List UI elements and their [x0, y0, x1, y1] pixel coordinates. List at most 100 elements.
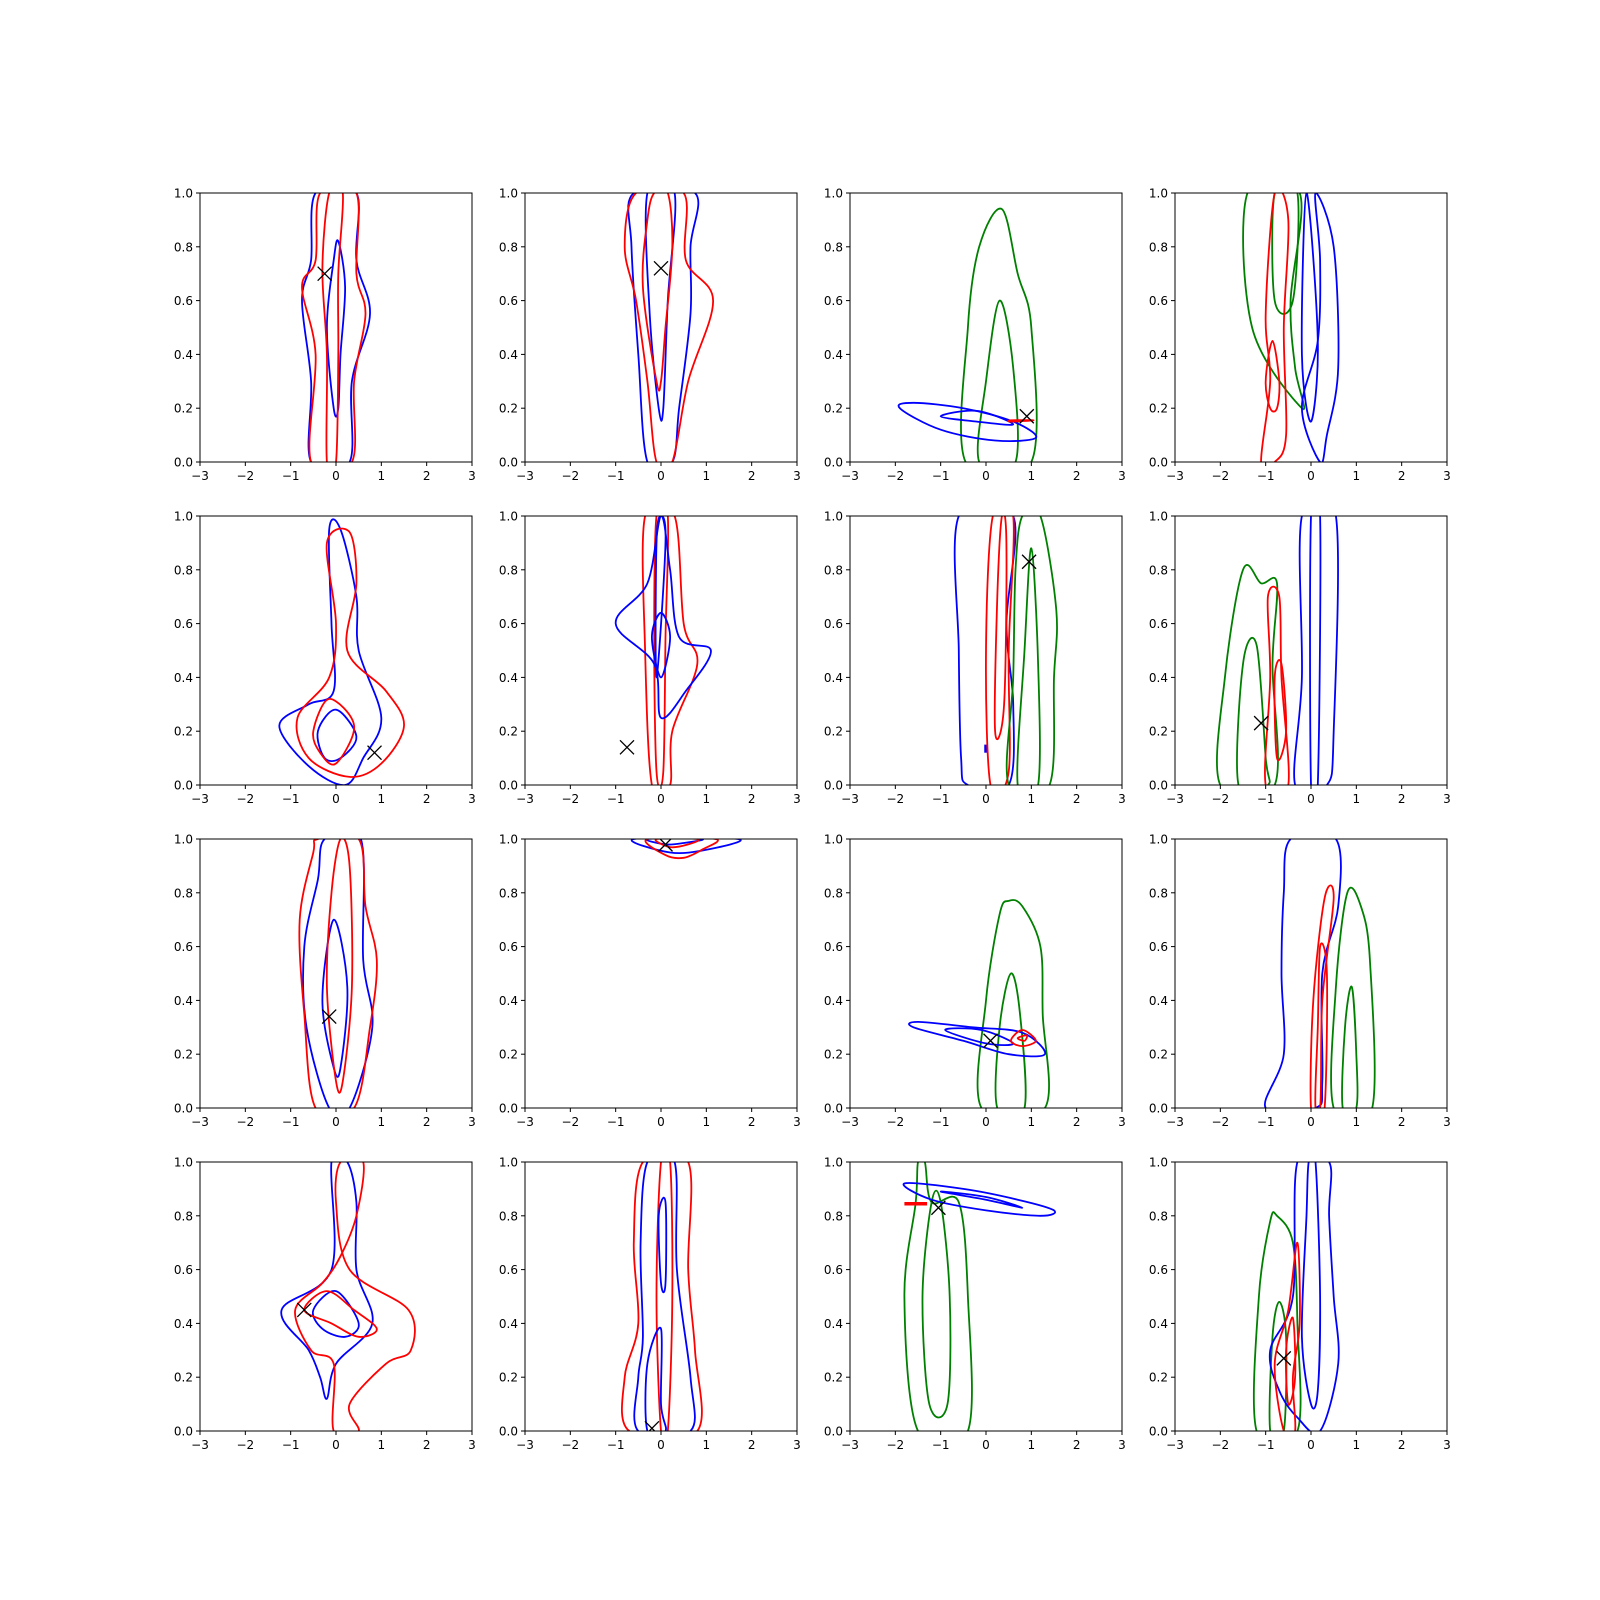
x-marker	[644, 1420, 660, 1431]
y-tick-label: 0.2	[1149, 1371, 1168, 1385]
subplot-4-2: −3 −2 −1 0 1 2 3 0.0 0.2 0.4 0.6 0.8 1.0	[499, 1156, 801, 1453]
x-tick-label: 2	[1398, 792, 1406, 806]
y-tick-label: 0.8	[824, 240, 843, 254]
y-tick-label: 0.4	[1149, 994, 1168, 1008]
x-tick-label: 0	[657, 792, 665, 806]
blue-contour	[1300, 193, 1319, 423]
x-tick-label: −3	[841, 792, 859, 806]
red-contour	[295, 527, 405, 778]
x-tick-label: 0	[657, 469, 665, 483]
y-tick-label: 0.6	[174, 294, 193, 308]
x-tick-label: −3	[1166, 469, 1184, 483]
x-tick-label: −2	[236, 1115, 254, 1129]
y-tick-label: 0.8	[499, 563, 518, 577]
plot-area	[1263, 839, 1376, 1108]
blue-contour	[1300, 193, 1340, 462]
x-tick-label: 2	[1073, 792, 1081, 806]
y-tick-label: 0.0	[824, 1425, 843, 1439]
x-tick-label: 2	[1398, 1115, 1406, 1129]
x-tick-label: 0	[1307, 1438, 1315, 1452]
red-contour	[1273, 659, 1288, 762]
x-tick-label: 0	[332, 1115, 340, 1129]
y-tick-label: 0.2	[1149, 1048, 1168, 1062]
y-tick-label: 1.0	[824, 510, 843, 524]
y-tick-label: 0.8	[1149, 240, 1168, 254]
y-tick-label: 1.0	[1149, 187, 1168, 201]
y-tick-label: 1.0	[174, 833, 193, 847]
green-contour	[1252, 1211, 1302, 1431]
y-tick-label: 0.4	[499, 1317, 518, 1331]
blue-contour	[280, 1162, 374, 1400]
axes-frame	[199, 838, 473, 1109]
x-tick-label: −1	[607, 469, 625, 483]
x-tick-label: 3	[793, 792, 801, 806]
blue-contour	[1300, 1162, 1322, 1410]
y-tick-label: 0.2	[824, 1048, 843, 1062]
y-tick-label: 0.2	[174, 1371, 193, 1385]
y-tick-label: 1.0	[1149, 833, 1168, 847]
y-tick-label: 0.4	[1149, 348, 1168, 362]
x-marker	[1021, 554, 1037, 570]
x-tick-label: 3	[1443, 792, 1451, 806]
y-tick-label: 0.0	[1149, 1425, 1168, 1439]
plot-area	[298, 839, 378, 1108]
y-tick-label: 0.6	[824, 617, 843, 631]
plot-area	[897, 207, 1038, 462]
x-tick-label: 1	[703, 469, 711, 483]
x-tick-label: 3	[793, 469, 801, 483]
x-tick-label: −1	[1257, 1115, 1275, 1129]
y-tick-label: 0.6	[1149, 1263, 1168, 1277]
x-tick-label: 0	[332, 792, 340, 806]
x-tick-label: −3	[841, 1115, 859, 1129]
blue-contour	[908, 1021, 1046, 1058]
subplot-3-2: −3 −2 −1 0 1 2 3 0.0 0.2 0.4 0.6 0.8 1.0	[499, 833, 801, 1130]
subplot-1-3: −3 −2 −1 0 1 2 3 0.0 0.2 0.4 0.6 0.8 1.0	[824, 187, 1126, 484]
y-tick-label: 0.4	[174, 994, 193, 1008]
y-tick-label: 0.0	[499, 456, 518, 470]
y-tick-label: 1.0	[824, 187, 843, 201]
x-tick-label: 3	[1443, 1438, 1451, 1452]
plot-area	[301, 193, 371, 462]
x-tick-label: 3	[793, 1438, 801, 1452]
y-tick-label: 0.2	[174, 725, 193, 739]
x-tick-label: −1	[932, 792, 950, 806]
y-tick-label: 0.6	[174, 940, 193, 954]
y-tick-label: 0.6	[499, 940, 518, 954]
x-tick-label: −3	[516, 1438, 534, 1452]
x-tick-label: 1	[1028, 1115, 1036, 1129]
x-tick-label: 0	[982, 1115, 990, 1129]
y-tick-label: 0.4	[499, 348, 518, 362]
x-tick-label: 3	[468, 792, 476, 806]
x-tick-label: −2	[561, 1115, 579, 1129]
plot-area	[278, 518, 405, 785]
plot-area	[1242, 193, 1340, 462]
x-tick-label: 0	[1307, 469, 1315, 483]
blue-contour	[1293, 516, 1339, 785]
y-tick-label: 0.8	[174, 240, 193, 254]
x-tick-label: −1	[282, 1438, 300, 1452]
x-tick-label: −1	[282, 792, 300, 806]
blue-contour	[614, 516, 712, 720]
y-tick-label: 0.0	[174, 1102, 193, 1116]
x-tick-label: 2	[1398, 1438, 1406, 1452]
green-contour	[1268, 1301, 1288, 1431]
y-tick-label: 0.2	[824, 725, 843, 739]
blue-contour	[939, 409, 1015, 426]
y-tick-label: 1.0	[1149, 510, 1168, 524]
x-tick-label: 2	[748, 1438, 756, 1452]
x-tick-label: −2	[236, 792, 254, 806]
x-tick-label: 1	[1353, 1438, 1361, 1452]
y-tick-label: 0.4	[499, 671, 518, 685]
plot-area	[902, 1162, 1056, 1431]
green-contour	[1271, 193, 1300, 315]
axes-frame	[849, 838, 1123, 1109]
red-contour	[1260, 193, 1290, 462]
y-tick-label: 1.0	[174, 510, 193, 524]
x-tick-label: −3	[191, 1115, 209, 1129]
plot-area	[1216, 516, 1339, 785]
blue-contour	[278, 518, 383, 785]
x-tick-label: −3	[191, 1438, 209, 1452]
x-tick-label: 3	[468, 469, 476, 483]
plot-area	[280, 1162, 416, 1431]
x-marker	[1253, 715, 1269, 731]
